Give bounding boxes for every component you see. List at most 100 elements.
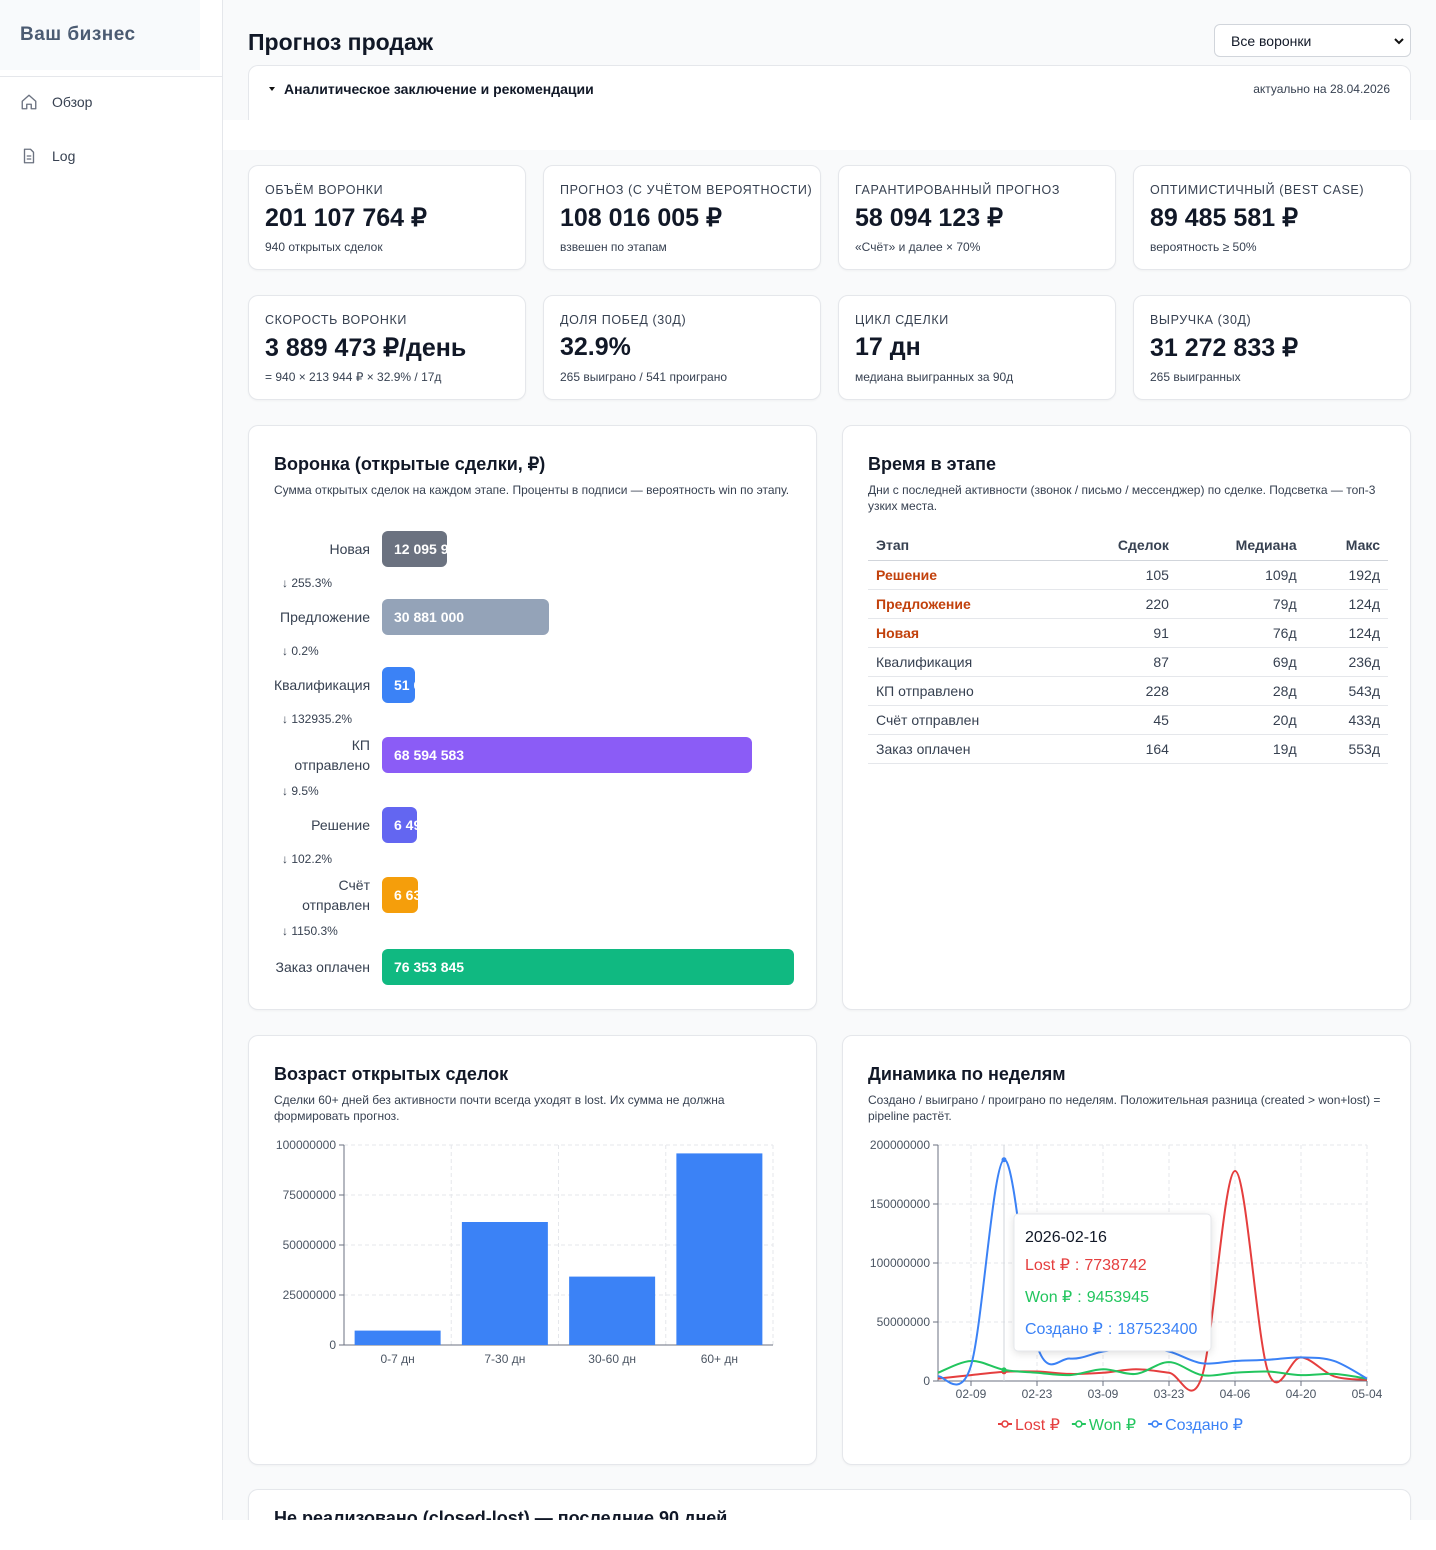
funnel-label: Предложение [280, 609, 370, 625]
funnel-row: Заказ оплачен 76 353 845 [274, 947, 794, 987]
table-cell: 91 [1065, 618, 1177, 648]
x-tick-label: 04-20 [1286, 1387, 1317, 1401]
bar [676, 1153, 763, 1345]
doc-icon [23, 148, 35, 164]
table-cell: 45 [1065, 705, 1177, 735]
bar [461, 1222, 548, 1345]
summary-panel[interactable]: Аналитическое заключение и рекомендации … [248, 65, 1411, 121]
kpi-card: ВЫРУЧКА (30Д) 31 272 833 ₽ 265 выигранных [1133, 295, 1411, 400]
tooltip-value: 187523400 [1117, 1321, 1197, 1338]
tooltip-value: 9453945 [1087, 1289, 1149, 1306]
funnel-row: Счёт отправлен 6 637 733 [274, 875, 794, 915]
table-cell: 76д [1176, 618, 1305, 648]
nav-item[interactable]: Log [20, 147, 75, 165]
kpi-label: СКОРОСТЬ ВОРОНКИ [265, 313, 407, 327]
tooltip-row: Lost ₽:7738742 [1025, 1257, 1147, 1274]
table-cell: 236д [1304, 647, 1388, 677]
table-cell: 433д [1304, 705, 1388, 735]
column-header: Макс [1304, 530, 1388, 561]
kpi-label: ДОЛЯ ПОБЕД (30Д) [560, 313, 687, 327]
kpi-card: ОБЪЁМ ВОРОНКИ 201 107 764 ₽ 940 открытых с… [248, 165, 526, 270]
table-cell: 192д [1304, 560, 1388, 590]
legend-label: Создано ₽ [1165, 1417, 1243, 1434]
funnel-label: Решение [311, 817, 370, 833]
table-row: Счёт отправлен 45 20д 433д [868, 705, 1388, 735]
table-row: Предложение 220 79д 124д [868, 589, 1388, 619]
kpi-note: медиана выигранных за 90д [855, 370, 1014, 384]
table-cell: Предложение [868, 589, 1066, 619]
kpi-value: 31 272 833 ₽ [1150, 334, 1298, 362]
kpi-card: ОПТИМИСТИЧНЫЙ (BEST CASE) 89 485 581 ₽ вер… [1133, 165, 1411, 270]
stage-table: Этап Сделок Медиана Макс Решение 105 109д 192д П… [868, 530, 1388, 764]
table-cell: 28д [1176, 676, 1305, 706]
kpi-note: 265 выигранных [1150, 370, 1241, 384]
conversion-label: ↓ 102.2% [282, 852, 333, 866]
x-tick-label: 60+ дн [701, 1352, 738, 1366]
funnel-bar: 6 493 038 [382, 807, 418, 843]
x-tick-label: 30-60 дн [588, 1352, 636, 1366]
kpi-label: ПРОГНОЗ (С УЧЁТОМ ВЕРОЯТНОСТИ) [560, 183, 813, 197]
column-header: Этап [868, 530, 1066, 561]
funnel-bar: 6 637 733 [382, 877, 418, 913]
y-tick-label: 25000000 [283, 1288, 337, 1302]
kpi-note: вероятность ≥ 50% [1150, 240, 1257, 254]
lost-card: Не реализовано (closed-lost) — последние… [248, 1489, 1411, 1520]
nav-item[interactable]: Обзор [20, 93, 92, 111]
table-cell: 220 [1065, 589, 1177, 619]
kpi-label: ЦИКЛ СДЕЛКИ [855, 313, 949, 327]
table-row: Заказ оплачен 164 19д 553д [868, 734, 1388, 764]
funnel-row: КП отправлено 68 594 583 [274, 735, 794, 775]
kpi-label: ГАРАНТИРОВАННЫЙ ПРОГНОЗ [855, 183, 1061, 197]
kpi-value: 3 889 473 ₽/день [265, 334, 467, 362]
tooltip-name: Lost ₽ [1025, 1257, 1070, 1274]
summary-title: Аналитическое заключение и рекомендации [284, 81, 594, 97]
y-tick-label: 0 [923, 1374, 930, 1388]
legend-label: Lost ₽ [1015, 1417, 1060, 1434]
y-tick-label: 50000000 [283, 1238, 337, 1252]
table-cell: 124д [1304, 589, 1388, 619]
card-subtitle: Сделки 60+ дней без активности почти все… [274, 1093, 725, 1123]
page-title: Прогноз продаж [248, 29, 434, 55]
funnel-bar: 30 881 000 [382, 599, 549, 635]
hover-point [1001, 1367, 1007, 1373]
legend-label: Won ₽ [1089, 1417, 1136, 1434]
kpi-note: 265 выиграно / 541 проиграно [560, 370, 728, 384]
table-row: Решение 105 109д 192д [868, 560, 1388, 590]
nav-label: Log [52, 148, 76, 164]
home-icon [21, 94, 37, 110]
conversion-label: ↓ 255.3% [282, 576, 333, 590]
table-cell: 543д [1304, 676, 1388, 706]
tooltip-separator: : [1108, 1321, 1112, 1338]
table-cell: Квалификация [868, 647, 1066, 677]
legend-swatch [1001, 1420, 1009, 1428]
nav-label: Обзор [52, 94, 93, 110]
y-tick-label: 75000000 [283, 1188, 337, 1202]
table-cell: 69д [1176, 647, 1305, 677]
table-cell: Заказ оплачен [868, 734, 1066, 764]
age-chart: 0 25000000 50000000 75000000 100000000 0-7 дн… [276, 1138, 774, 1366]
stage-time-card: Время в этапе Дни с последней активности… [842, 425, 1411, 1010]
kpi-note: = 940 × 213 944 ₽ × 32.9% / 17д [265, 370, 442, 384]
table-cell: 164 [1065, 734, 1177, 764]
table-cell: 79д [1176, 589, 1305, 619]
tooltip-separator: : [1075, 1257, 1079, 1274]
conversion-label: ↓ 132935.2% [282, 712, 353, 726]
overlay-band [223, 120, 1436, 150]
funnel-chart: Новая 12 095 965 ↓ 255.3% Предложение 30 881… [274, 531, 794, 987]
funnel-select[interactable]: Все воронки [1214, 24, 1411, 57]
funnel-label: Новая [329, 541, 370, 557]
tooltip-row: Создано ₽:187523400 [1025, 1321, 1198, 1338]
table-cell: 553д [1304, 734, 1388, 764]
card-title: Время в этапе [868, 454, 997, 474]
y-tick-label: 0 [329, 1338, 336, 1352]
kpi-note: 940 открытых сделок [265, 240, 383, 254]
column-header: Сделок [1065, 530, 1177, 561]
card-subtitle: Дни с последней активности (звонок / пис… [868, 483, 1376, 513]
bar [354, 1330, 441, 1345]
funnel-row: Квалификация 51 600 [274, 667, 794, 703]
x-tick-label: 0-7 дн [380, 1352, 414, 1366]
header-row: Этап Сделок Медиана Макс [868, 530, 1388, 561]
kpi-value: 89 485 581 ₽ [1150, 204, 1298, 232]
table-row: Квалификация 87 69д 236д [868, 647, 1388, 677]
